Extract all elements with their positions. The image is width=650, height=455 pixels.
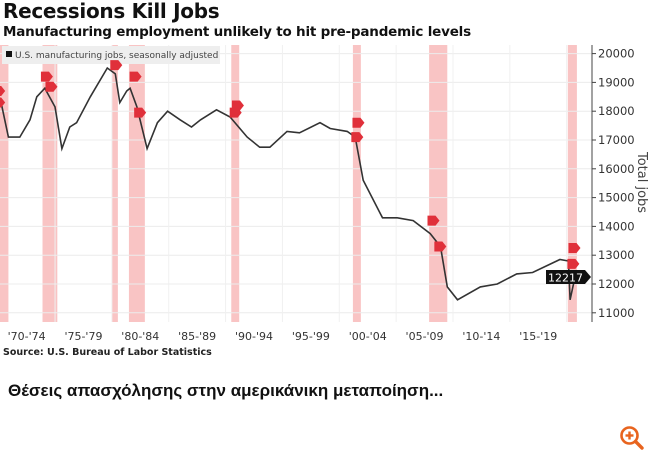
recession-marker (567, 258, 580, 269)
y-axis-label: Total jobs (634, 151, 649, 213)
y-tick-label: 12000 (598, 277, 635, 291)
x-tick-label: '75-'79 (64, 330, 102, 343)
recession-marker (434, 241, 447, 252)
x-tick-label: '15-'19 (519, 330, 557, 343)
y-tick-label: 20000 (598, 47, 635, 61)
recession-marker (0, 97, 6, 108)
recession-marker (568, 243, 581, 253)
y-tick-label: 11000 (598, 306, 635, 320)
recession-band (42, 45, 58, 322)
recession-marker (0, 86, 6, 97)
source-note: Source: U.S. Bureau of Labor Statistics (3, 347, 212, 358)
x-tick-label: '70-'74 (8, 330, 46, 343)
recession-band (567, 45, 577, 322)
recession-bands (0, 45, 577, 322)
recession-marker (427, 215, 440, 226)
recession-marker (352, 117, 365, 128)
y-tick-label: 17000 (598, 133, 635, 147)
y-tick-label: 19000 (598, 75, 635, 89)
recession-band (429, 45, 448, 322)
recession-marker (129, 71, 142, 82)
recession-marker (40, 71, 53, 82)
legend-box (2, 46, 220, 64)
y-tick-label: 18000 (598, 104, 635, 118)
x-tick-label: '95-'99 (292, 330, 330, 343)
x-tick-label: '10-'14 (462, 330, 500, 343)
x-tick-label: '90-'94 (235, 330, 273, 343)
last-value-badge: 12217 (546, 270, 591, 285)
legend-swatch (6, 51, 12, 57)
chart-subtitle: Manufacturing employment unlikely to hit… (3, 24, 471, 40)
legend: U.S. manufacturing jobs, seasonally adju… (2, 46, 220, 64)
x-tick-label: '80-'84 (121, 330, 159, 343)
recession-marker (229, 107, 242, 118)
zoom-in-button[interactable] (619, 425, 645, 451)
recession-band (0, 45, 9, 322)
y-tick-label: 14000 (598, 219, 635, 233)
series-line (0, 66, 579, 301)
article-caption: Θέσεις απασχόλησης στην αμερικάνικη μετα… (8, 381, 444, 400)
last-value-label: 12217 (548, 272, 583, 285)
chart: U.S. manufacturing jobs, seasonally adju… (0, 45, 649, 343)
y-tick-label: 15000 (598, 191, 635, 205)
x-tick-label: '85-'89 (178, 330, 216, 343)
legend-label: U.S. manufacturing jobs, seasonally adju… (15, 51, 218, 61)
y-ticks: 11000 12000 13000 14000 15000 16000 17000 18000… (592, 47, 635, 320)
y-tick-label: 13000 (598, 248, 635, 262)
gridlines (0, 45, 592, 322)
y-tick-label: 16000 (598, 162, 635, 176)
recession-marker (351, 132, 364, 143)
x-tick-label: '00-'04 (349, 330, 387, 343)
recession-marker (110, 60, 123, 71)
recession-marker (134, 107, 147, 118)
recession-band (128, 45, 145, 322)
recession-band (231, 45, 240, 322)
chart-title: Recessions Kill Jobs (3, 0, 220, 23)
x-ticks: '70-'74 '75-'79 '80-'84 '85-'89 '90-'94 '95-'… (8, 330, 558, 343)
x-tick-label: '05-'09 (406, 330, 444, 343)
recession-markers (0, 60, 581, 269)
recession-band (352, 45, 361, 322)
recession-marker (45, 81, 58, 92)
zoom-in-icon (620, 426, 644, 450)
recession-band (111, 45, 118, 322)
